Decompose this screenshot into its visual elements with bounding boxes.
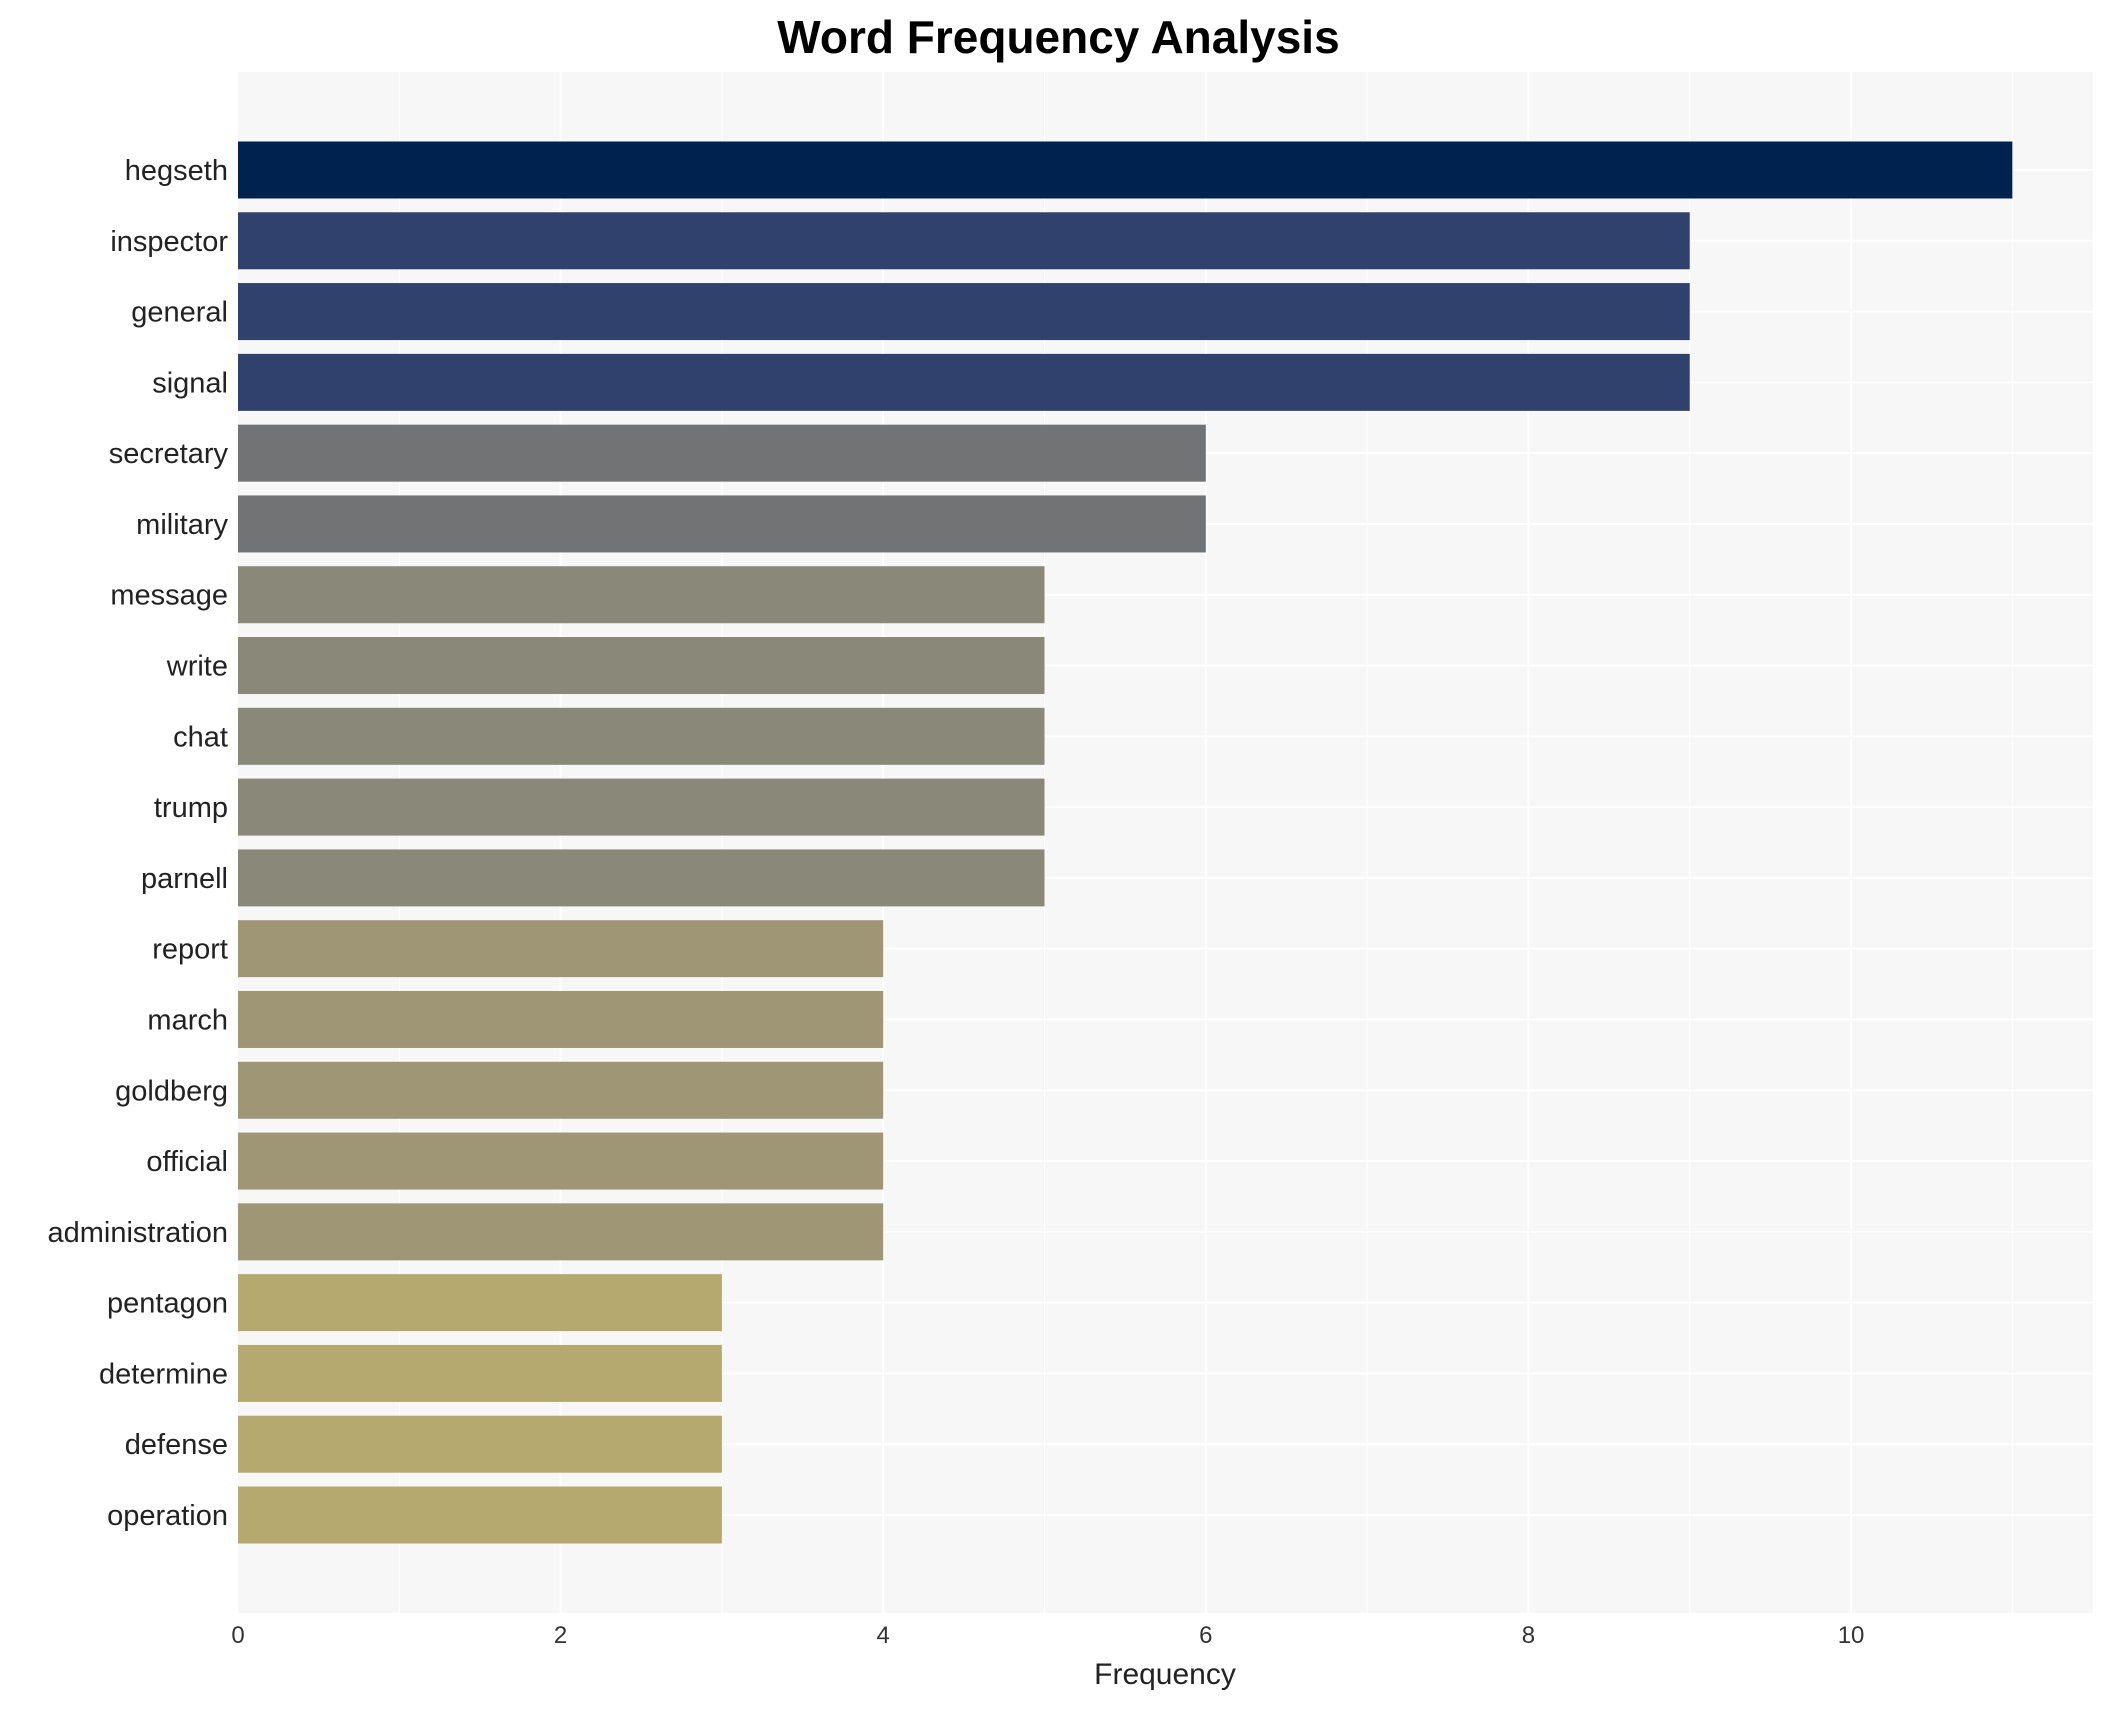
y-tick-label: signal bbox=[152, 367, 228, 399]
y-tick-label: secretary bbox=[109, 438, 229, 470]
bar-message bbox=[238, 566, 1045, 624]
y-tick-label: official bbox=[146, 1146, 228, 1178]
y-tick-label: trump bbox=[154, 792, 228, 824]
bar-determine bbox=[238, 1344, 722, 1402]
bar-goldberg bbox=[238, 1061, 884, 1119]
bar-secretary bbox=[238, 424, 1206, 482]
x-tick-label: 4 bbox=[877, 1622, 890, 1649]
y-tick-label: pentagon bbox=[107, 1288, 228, 1320]
x-tick-label: 6 bbox=[1199, 1622, 1212, 1649]
bar-hegseth bbox=[238, 141, 2013, 199]
bar-pentagon bbox=[238, 1274, 722, 1332]
y-tick-label: message bbox=[110, 580, 228, 612]
y-tick-label: general bbox=[131, 297, 228, 329]
y-tick-label: administration bbox=[47, 1217, 228, 1249]
x-tick-label: 0 bbox=[231, 1622, 244, 1649]
bar-military bbox=[238, 495, 1206, 553]
x-tick-label: 8 bbox=[1522, 1622, 1535, 1649]
x-tick-label: 10 bbox=[1838, 1622, 1865, 1649]
bar-signal bbox=[238, 353, 1690, 411]
bar-operation bbox=[238, 1486, 722, 1544]
y-tick-label: chat bbox=[173, 721, 228, 753]
bar-parnell bbox=[238, 849, 1045, 907]
bar-official bbox=[238, 1132, 884, 1190]
y-tick-label: write bbox=[166, 651, 228, 683]
y-tick-label: military bbox=[136, 509, 228, 541]
bar-report bbox=[238, 920, 884, 978]
y-tick-label: defense bbox=[125, 1429, 228, 1461]
y-tick-label: report bbox=[152, 934, 228, 966]
y-tick-label: inspector bbox=[110, 226, 228, 258]
bar-inspector bbox=[238, 212, 1690, 270]
x-axis-label: Frequency bbox=[1094, 1658, 1236, 1691]
y-tick-label: hegseth bbox=[125, 155, 228, 187]
bar-trump bbox=[238, 778, 1045, 836]
bar-write bbox=[238, 637, 1045, 695]
bar-chat bbox=[238, 707, 1045, 765]
bar-general bbox=[238, 283, 1690, 341]
chart-title: Word Frequency Analysis bbox=[777, 11, 1340, 63]
y-tick-label: determine bbox=[99, 1358, 228, 1390]
bar-administration bbox=[238, 1203, 884, 1261]
y-tick-label: parnell bbox=[141, 863, 228, 895]
bar-march bbox=[238, 990, 884, 1048]
x-tick-label: 2 bbox=[554, 1622, 567, 1649]
bar-defense bbox=[238, 1415, 722, 1473]
y-tick-label: march bbox=[147, 1004, 228, 1036]
y-tick-label: operation bbox=[107, 1500, 228, 1532]
y-tick-label: goldberg bbox=[115, 1075, 228, 1107]
